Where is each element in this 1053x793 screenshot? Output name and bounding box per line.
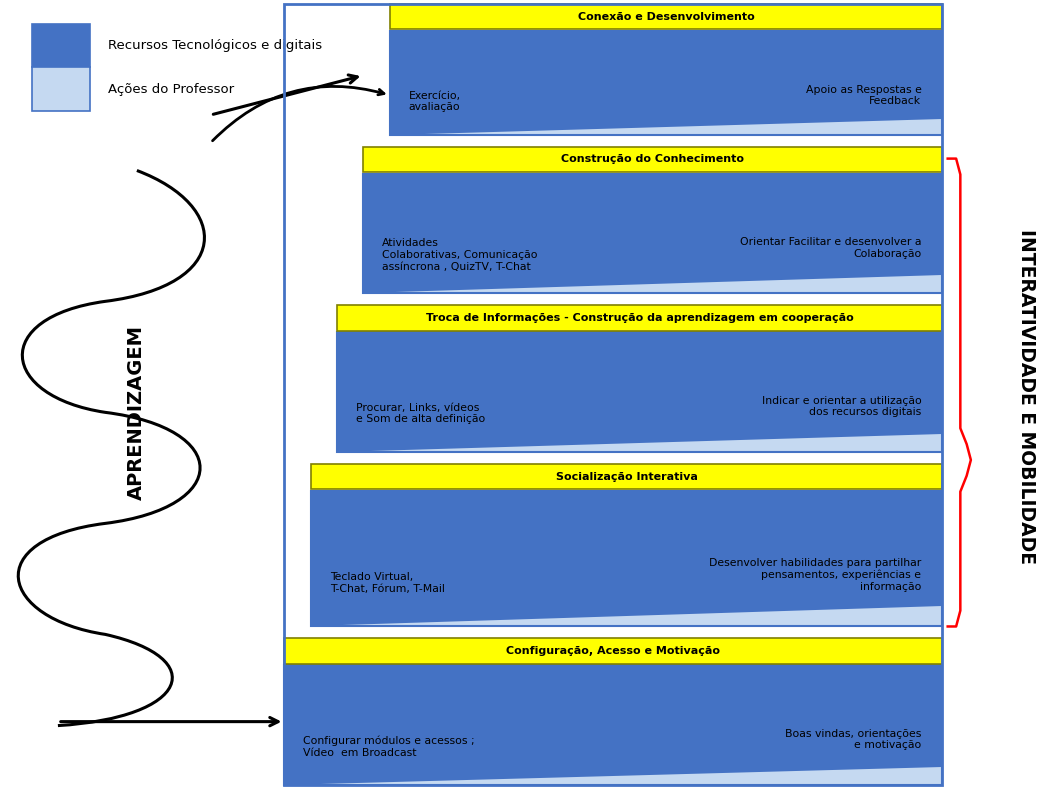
Text: Atividades
Colaborativas, Comunicação
assíncrona , QuizTV, T-Chat: Atividades Colaborativas, Comunicação as… <box>382 239 538 272</box>
FancyBboxPatch shape <box>390 31 942 135</box>
FancyBboxPatch shape <box>311 491 942 626</box>
Text: Apoio as Respostas e
Feedback: Apoio as Respostas e Feedback <box>806 85 921 106</box>
Text: Teclado Virtual,
T-Chat, Fórum, T-Mail: Teclado Virtual, T-Chat, Fórum, T-Mail <box>330 573 444 594</box>
Polygon shape <box>363 174 942 293</box>
FancyBboxPatch shape <box>311 464 942 489</box>
FancyBboxPatch shape <box>337 305 942 331</box>
Polygon shape <box>390 31 942 135</box>
FancyBboxPatch shape <box>284 665 942 785</box>
Polygon shape <box>337 332 942 452</box>
Polygon shape <box>311 491 942 626</box>
Text: Socialização Interativa: Socialização Interativa <box>556 472 697 481</box>
Text: APRENDIZAGEM: APRENDIZAGEM <box>127 325 146 500</box>
Text: Conexão e Desenvolvimento: Conexão e Desenvolvimento <box>578 12 754 21</box>
FancyBboxPatch shape <box>337 332 942 452</box>
Text: Exercício,
avaliação: Exercício, avaliação <box>409 90 461 113</box>
FancyBboxPatch shape <box>363 147 942 172</box>
Text: Indicar e orientar a utilização
dos recursos digitais: Indicar e orientar a utilização dos recu… <box>761 396 921 417</box>
Text: Boas vindas, orientações
e motivação: Boas vindas, orientações e motivação <box>784 729 921 750</box>
Text: Orientar Facilitar e desenvolver a
Colaboração: Orientar Facilitar e desenvolver a Colab… <box>740 237 921 259</box>
Text: Configurar módulos e acessos ;
Vídeo  em Broadcast: Configurar módulos e acessos ; Vídeo em … <box>303 736 475 758</box>
Text: Configuração, Acesso e Motivação: Configuração, Acesso e Motivação <box>506 646 720 656</box>
FancyBboxPatch shape <box>32 24 90 67</box>
Text: Desenvolver habilidades para partilhar
pensamentos, experiências e
informação: Desenvolver habilidades para partilhar p… <box>709 558 921 592</box>
Polygon shape <box>284 665 942 785</box>
FancyBboxPatch shape <box>363 174 942 293</box>
FancyBboxPatch shape <box>390 4 942 29</box>
FancyBboxPatch shape <box>284 638 942 664</box>
Text: Recursos Tecnológicos e digitais: Recursos Tecnológicos e digitais <box>108 39 322 52</box>
Text: Construção do Conhecimento: Construção do Conhecimento <box>561 155 744 164</box>
Text: Ações do Professor: Ações do Professor <box>108 82 235 96</box>
Text: Procurar, Links, vídeos
e Som de alta definição: Procurar, Links, vídeos e Som de alta de… <box>356 403 485 424</box>
Text: Troca de Informações - Construção da aprendizagem em cooperação: Troca de Informações - Construção da apr… <box>425 313 854 323</box>
FancyBboxPatch shape <box>32 67 90 111</box>
Text: INTERATIVIDADE E MOBILIDADE: INTERATIVIDADE E MOBILIDADE <box>1017 229 1036 564</box>
